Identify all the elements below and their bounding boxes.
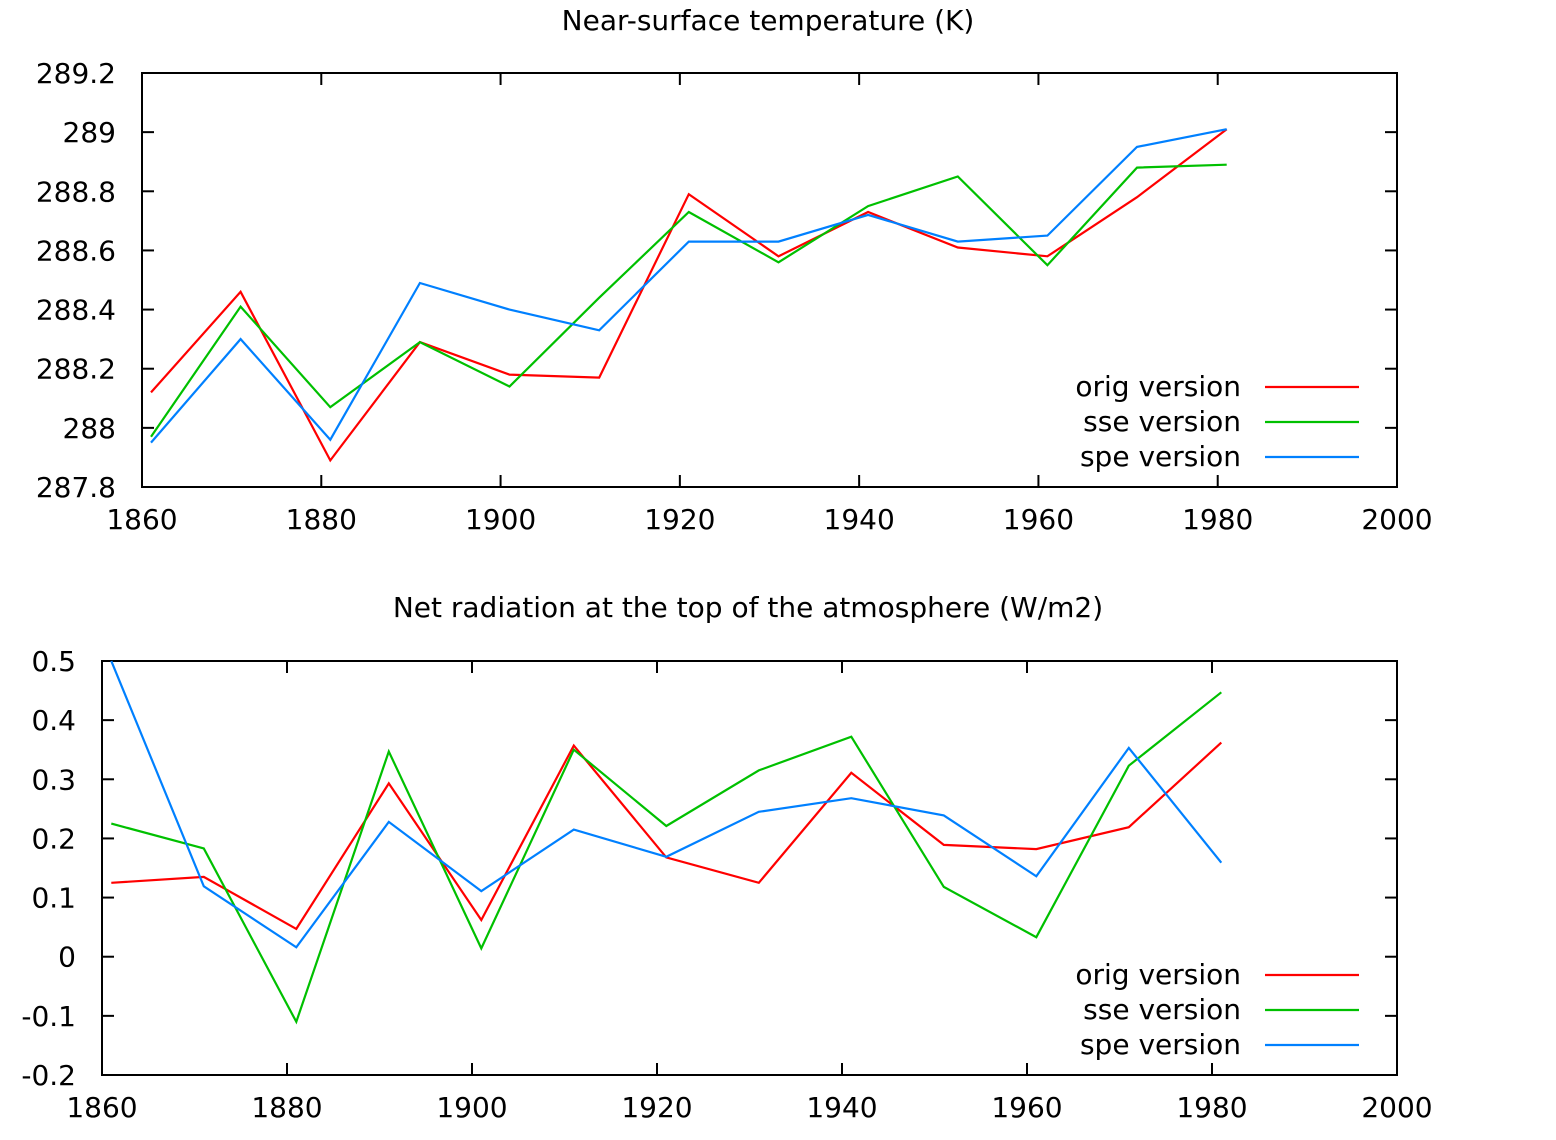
legend-label: spe version xyxy=(1080,440,1241,473)
x-tick-label: 1880 xyxy=(251,1091,322,1124)
x-tick-label: 1900 xyxy=(436,1091,507,1124)
chart-title: Net radiation at the top of the atmosphe… xyxy=(393,591,1103,624)
y-tick-label: 0.3 xyxy=(31,763,76,796)
legend-label: sse version xyxy=(1083,993,1241,1026)
y-tick-label: -0.2 xyxy=(21,1059,76,1092)
legend-label: spe version xyxy=(1080,1028,1241,1061)
y-tick-label: 0 xyxy=(58,941,76,974)
y-tick-label: 0.1 xyxy=(31,882,76,915)
radiation-chart: Net radiation at the top of the atmosphe… xyxy=(21,591,1432,1124)
x-tick-label: 1940 xyxy=(824,503,895,536)
x-tick-label: 1980 xyxy=(1182,503,1253,536)
y-tick-label: 288.2 xyxy=(36,353,116,386)
y-tick-label: 0.2 xyxy=(31,822,76,855)
y-tick-label: 288.4 xyxy=(36,294,116,327)
y-tick-label: 287.8 xyxy=(36,471,116,504)
y-tick-label: 288 xyxy=(63,412,116,445)
y-tick-label: 289.2 xyxy=(36,57,116,90)
chart-title: Near-surface temperature (K) xyxy=(562,4,975,37)
legend-label: orig version xyxy=(1075,370,1241,403)
x-tick-label: 1860 xyxy=(106,503,177,536)
y-tick-label: 289 xyxy=(63,116,116,149)
x-tick-label: 1860 xyxy=(66,1091,137,1124)
temperature-plot-area: 287.8 288 288.2 288.4 288.6 288.8 289 289.2 1860… xyxy=(36,57,1433,536)
x-tick-label: 1980 xyxy=(1176,1091,1247,1124)
plot-frame xyxy=(101,660,1398,1076)
x-tick-label: 1940 xyxy=(806,1091,877,1124)
series-line-spe xyxy=(150,128,1227,444)
x-tick-label: 1920 xyxy=(644,503,715,536)
series-line-spe xyxy=(110,660,1223,949)
plot-frame xyxy=(141,72,1398,488)
y-tick-label: 288.8 xyxy=(36,175,116,208)
x-tick-label: 1880 xyxy=(286,503,357,536)
radiation-plot-area: -0.2 -0.1 0 0.1 0.2 0.3 0.4 0.5 1860 1880 1900 1920… xyxy=(21,645,1432,1124)
y-tick-label: 0.4 xyxy=(31,704,76,737)
y-tick-label: 288.6 xyxy=(36,234,116,267)
y-tick-label: 0.5 xyxy=(31,645,76,678)
legend-label: orig version xyxy=(1075,958,1241,991)
legend-label: sse version xyxy=(1083,405,1241,438)
series-line-orig xyxy=(150,128,1228,463)
x-tick-label: 1960 xyxy=(1003,503,1074,536)
series-line-sse xyxy=(111,691,1222,1025)
x-tick-label: 2000 xyxy=(1361,1091,1432,1124)
x-tick-label: 1920 xyxy=(621,1091,692,1124)
x-tick-label: 2000 xyxy=(1361,503,1432,536)
x-tick-label: 1960 xyxy=(991,1091,1062,1124)
x-tick-label: 1900 xyxy=(465,503,536,536)
series-line-sse xyxy=(150,163,1227,438)
temperature-chart: Near-surface temperature (K) 287.8 288 288… xyxy=(36,4,1433,536)
y-tick-label: -0.1 xyxy=(21,1000,76,1033)
